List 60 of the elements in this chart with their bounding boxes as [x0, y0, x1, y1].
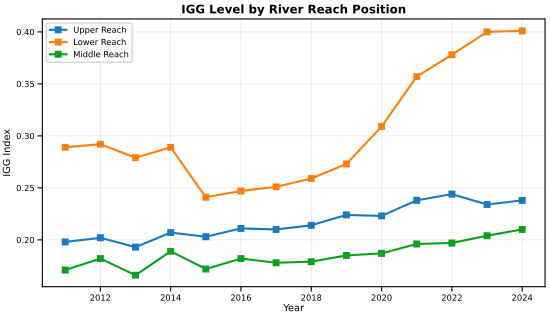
point — [202, 233, 210, 240]
point — [518, 196, 526, 204]
point — [62, 144, 69, 151]
point — [167, 229, 174, 236]
point — [237, 255, 244, 262]
point — [132, 154, 139, 162]
point — [308, 175, 315, 182]
point — [448, 190, 456, 198]
point — [413, 196, 420, 204]
point — [518, 226, 526, 233]
point — [448, 240, 456, 246]
point — [448, 51, 456, 58]
y-tick-label: 0.35 — [16, 80, 34, 88]
point — [132, 244, 139, 251]
point — [202, 194, 210, 201]
x-tick-label: 2024 — [512, 294, 532, 301]
point — [96, 255, 104, 262]
point — [272, 183, 280, 190]
y-axis-title: IGG Index — [2, 129, 10, 176]
y-tick-label: 0.20 — [16, 236, 34, 244]
point — [342, 252, 350, 259]
point — [272, 226, 280, 233]
x-tick-label: 2014 — [160, 294, 181, 301]
point — [96, 234, 104, 242]
point — [308, 258, 315, 266]
legend-label: Upper Reach — [74, 26, 126, 34]
point — [342, 211, 350, 218]
y-tick-label: 0.30 — [16, 132, 34, 140]
point — [342, 160, 350, 168]
x-tick-label: 2016 — [230, 294, 252, 301]
x-tick-label: 2012 — [90, 294, 110, 301]
point — [237, 188, 244, 194]
point — [484, 201, 491, 208]
point — [378, 212, 386, 220]
point — [484, 232, 491, 240]
x-tick-label: 2022 — [442, 294, 462, 301]
point — [202, 266, 210, 272]
point — [132, 272, 139, 279]
x-tick-label: 2018 — [301, 294, 322, 301]
y-tick-label: 0.25 — [16, 184, 34, 192]
point — [518, 27, 526, 34]
point — [484, 28, 491, 36]
point — [308, 222, 315, 229]
point — [167, 248, 174, 255]
legend-label: Lower Reach — [74, 38, 126, 46]
chart-title: IGG Level by River Reach Position — [182, 4, 406, 16]
point — [378, 123, 386, 130]
y-tick-label: 0.40 — [16, 28, 34, 36]
point — [167, 144, 174, 151]
point — [272, 259, 280, 266]
point — [378, 250, 386, 257]
x-tick-label: 2020 — [372, 294, 392, 301]
point — [62, 266, 69, 274]
point — [237, 224, 244, 232]
point — [62, 238, 69, 246]
point — [413, 73, 420, 80]
point — [413, 240, 420, 248]
legend-label: Middle Reach — [74, 50, 128, 58]
x-axis-title: Year — [283, 304, 304, 312]
point — [96, 140, 104, 148]
